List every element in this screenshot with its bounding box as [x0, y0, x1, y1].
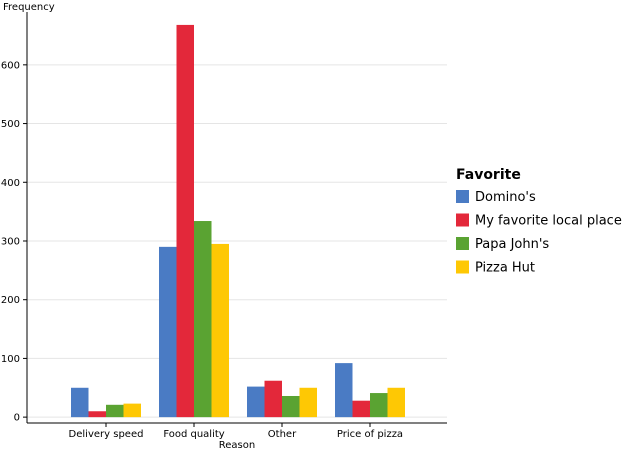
legend-swatch — [456, 190, 469, 203]
bar — [299, 387, 317, 418]
legend-label: My favorite local place — [475, 214, 622, 229]
bar — [247, 386, 265, 418]
y-tick-label: 400 — [1, 178, 20, 189]
y-tick-label: 300 — [1, 236, 20, 247]
bar — [264, 380, 282, 418]
legend-label: Papa John's — [475, 237, 549, 252]
bar — [387, 387, 405, 418]
legend: Favorite Domino's My favorite local place… — [456, 167, 622, 276]
bar — [282, 395, 300, 418]
y-tick-label: 500 — [1, 119, 20, 130]
x-tick-label: Food quality — [163, 429, 224, 440]
y-axis-ticks: 0 100 200 300 400 500 600 — [1, 60, 27, 424]
bar — [176, 24, 194, 418]
x-tick-label: Price of pizza — [337, 429, 403, 440]
bars — [71, 24, 405, 418]
y-tick-label: 200 — [1, 295, 20, 306]
legend-swatch — [456, 260, 469, 274]
y-tick-label: 100 — [1, 354, 20, 365]
x-axis-ticks: Delivery speed Food quality Other Price of … — [69, 423, 403, 440]
x-axis-title: Reason — [219, 440, 255, 451]
bar — [352, 400, 370, 418]
bar — [71, 387, 89, 418]
legend-swatch — [456, 213, 469, 227]
y-axis-title: Frequency — [3, 2, 55, 13]
y-tick-label: 0 — [14, 413, 20, 424]
bar — [123, 403, 141, 418]
y-tick-label: 600 — [1, 60, 20, 71]
bar — [88, 411, 106, 418]
bar — [159, 246, 177, 418]
bar — [106, 404, 124, 418]
legend-swatch — [456, 237, 469, 250]
bar — [211, 243, 229, 418]
x-tick-label: Other — [268, 429, 297, 440]
gridlines — [27, 64, 447, 418]
axes — [26, 12, 447, 424]
bar — [370, 393, 388, 418]
legend-label: Pizza Hut — [475, 261, 535, 276]
bar — [194, 221, 212, 418]
bar — [335, 363, 353, 418]
legend-label: Domino's — [475, 190, 536, 205]
legend-title: Favorite — [456, 167, 521, 183]
x-tick-label: Delivery speed — [69, 429, 144, 440]
